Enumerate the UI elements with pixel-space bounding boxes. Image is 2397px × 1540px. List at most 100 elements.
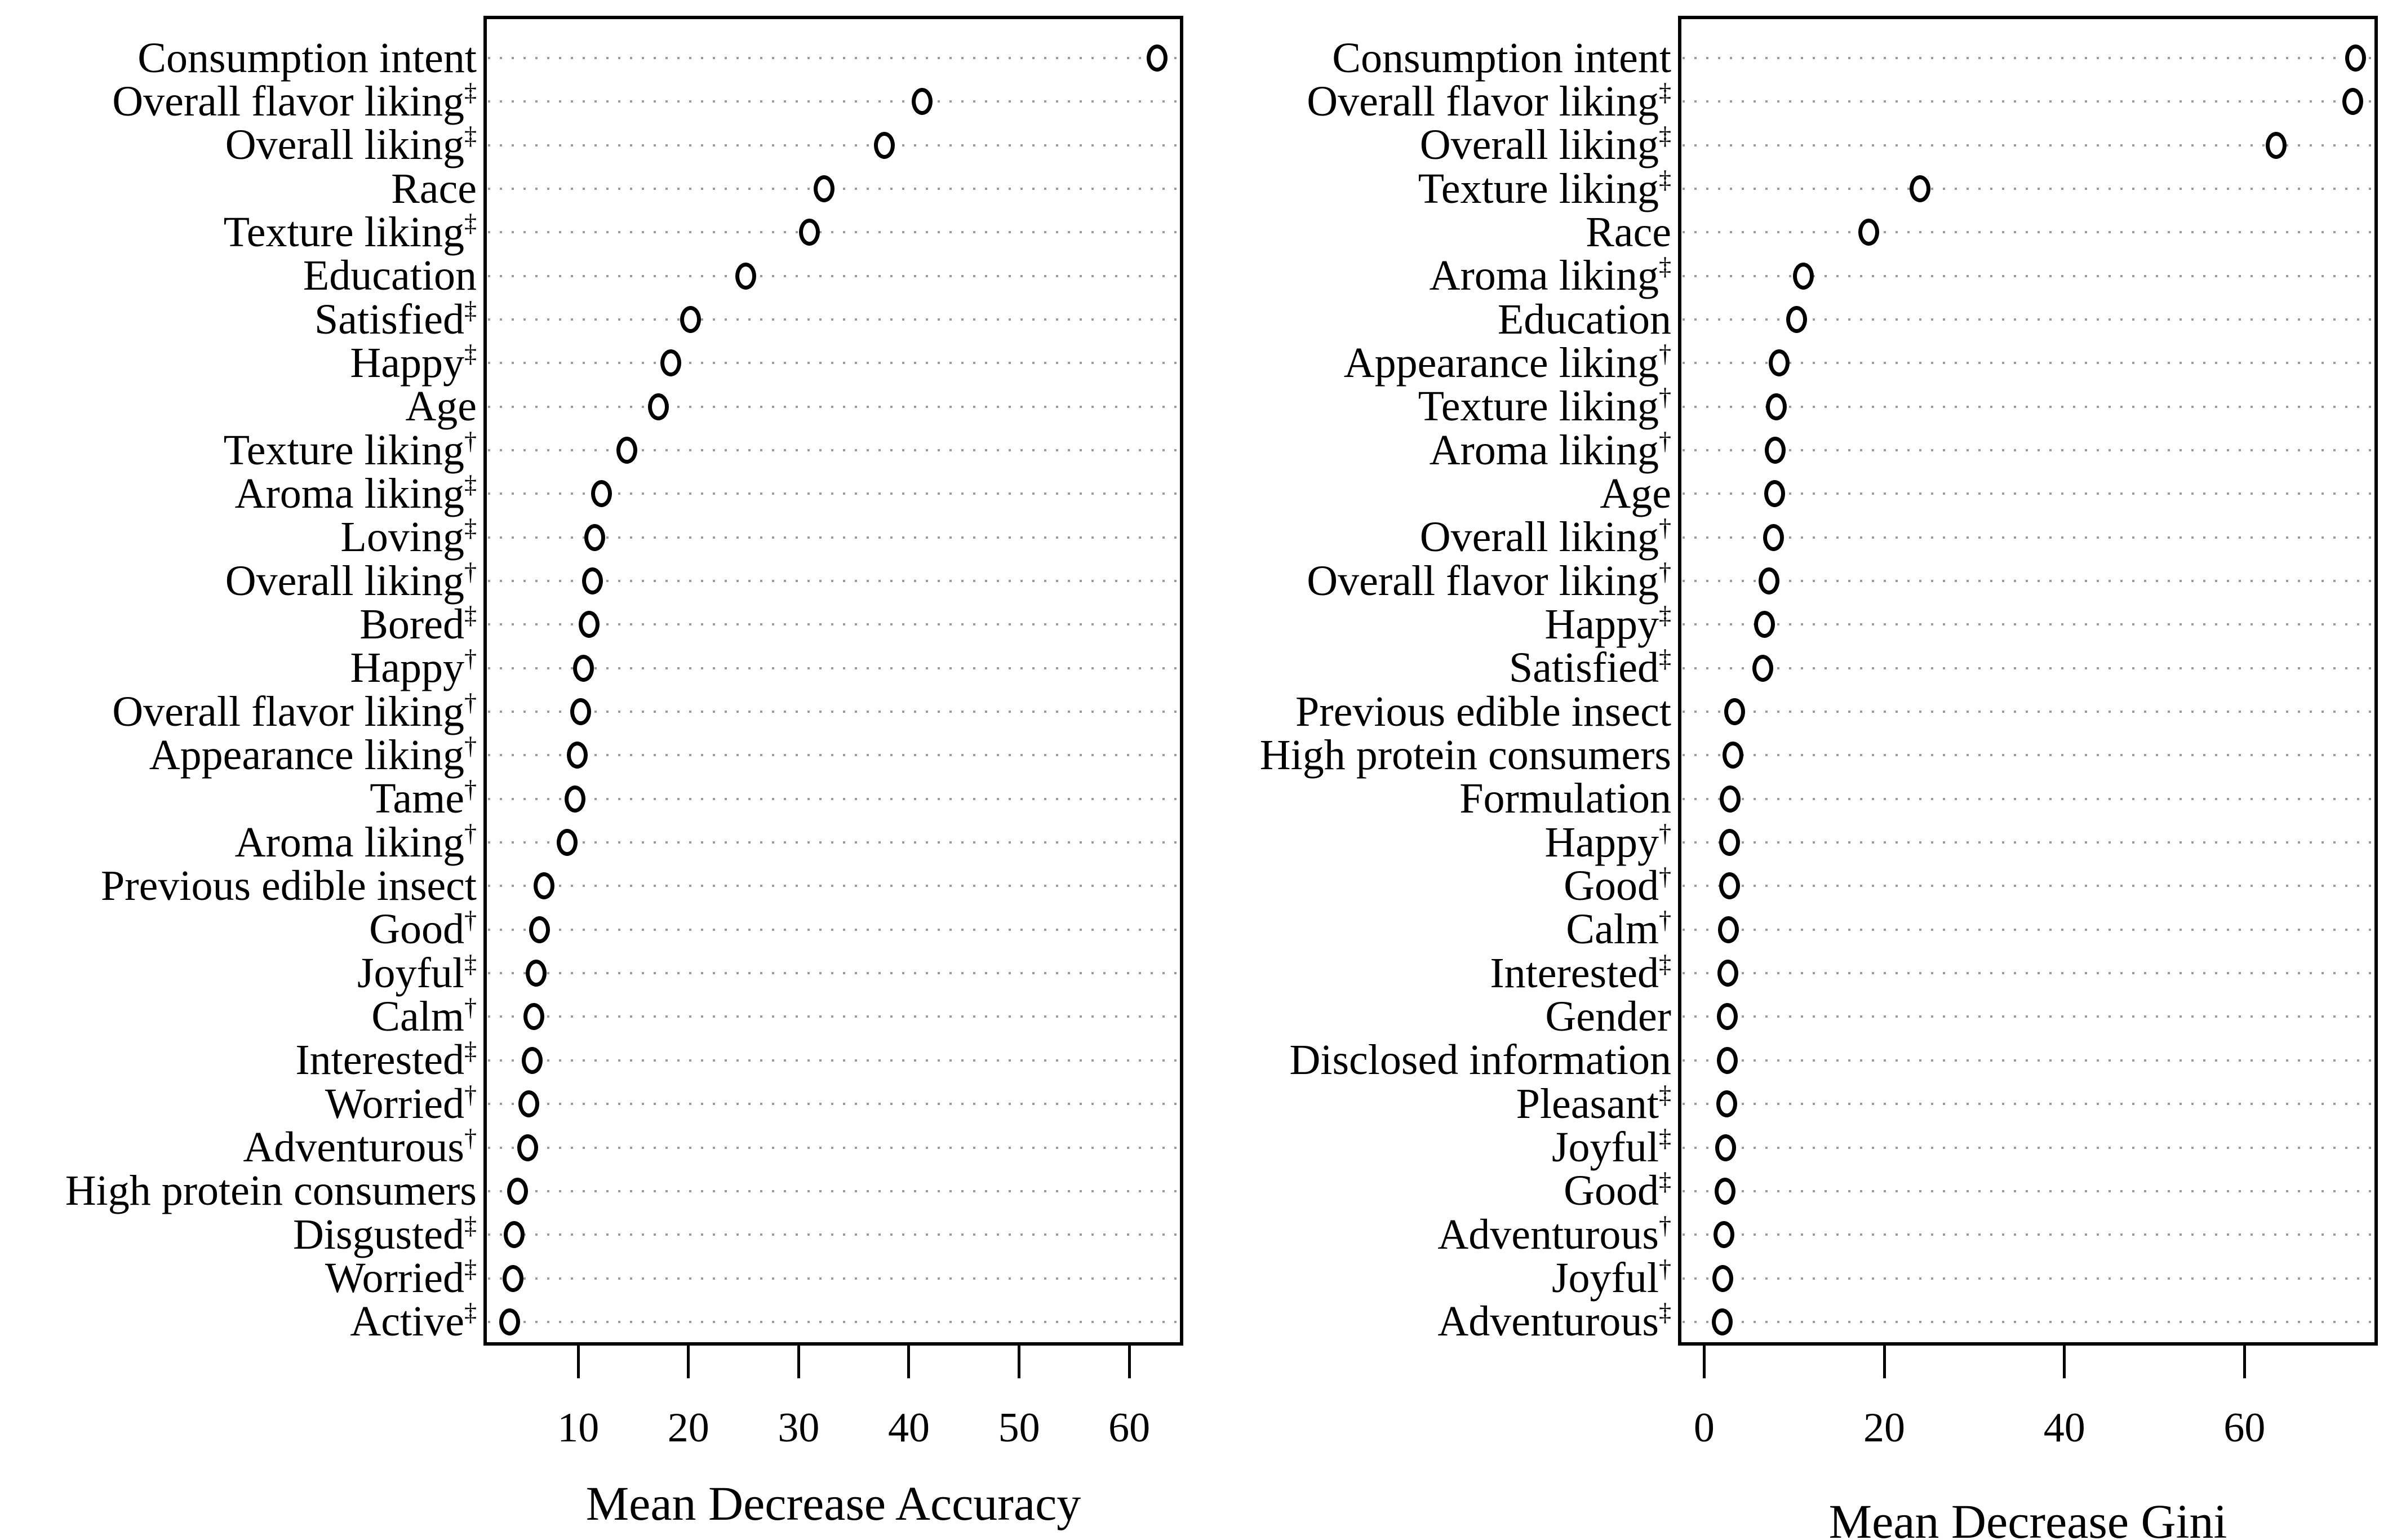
category-label-text: Satisfied‡ — [314, 295, 477, 343]
axis-tick-label: 50 — [998, 1405, 1040, 1451]
data-point — [660, 349, 681, 377]
category-label: Adventurous† — [1195, 1210, 1671, 1258]
category-label: Satisfied‡ — [1195, 644, 1671, 691]
data-point — [680, 306, 702, 334]
data-point — [2345, 45, 2366, 72]
data-point — [1764, 480, 1785, 508]
category-label-text: Previous edible insect — [1295, 687, 1671, 735]
gridline — [1683, 972, 2373, 975]
data-point — [499, 1308, 521, 1335]
category-label-text: Overall flavor liking† — [1307, 557, 1671, 605]
data-point — [1754, 611, 1775, 638]
data-point — [564, 785, 585, 813]
category-label-text: Worried† — [325, 1080, 477, 1128]
data-point — [557, 829, 578, 856]
category-label-text: Gender — [1545, 992, 1671, 1040]
data-point — [582, 567, 603, 595]
category-label-text: Aroma liking‡ — [234, 469, 477, 517]
category-label: Calm† — [6, 993, 477, 1040]
significance-marker: ‡ — [464, 296, 477, 325]
significance-marker: ‡ — [464, 78, 477, 106]
gridline — [1683, 667, 2373, 669]
gridline — [488, 274, 1179, 277]
significance-marker: ‡ — [1658, 1124, 1671, 1152]
gridline — [488, 144, 1179, 147]
category-label-text: Interested‡ — [295, 1036, 477, 1084]
significance-marker: † — [1658, 1255, 1671, 1283]
category-label: Previous edible insect — [1195, 687, 1671, 735]
category-label: Good† — [1195, 862, 1671, 909]
category-label-text: Loving‡ — [340, 513, 477, 561]
data-point — [1716, 1046, 1738, 1074]
category-label: Aroma liking† — [6, 819, 477, 866]
gridline — [1683, 362, 2373, 365]
significance-marker: † — [1658, 340, 1671, 368]
significance-marker: ‡ — [464, 601, 477, 629]
category-label: Gender — [1195, 992, 1671, 1040]
significance-marker: † — [464, 906, 477, 934]
gridline — [1683, 57, 2373, 59]
significance-marker: † — [1658, 863, 1671, 891]
category-label: Joyful‡ — [6, 949, 477, 997]
gridline — [1683, 405, 2373, 408]
gridline — [1683, 188, 2373, 190]
axis-tick-label: 40 — [887, 1405, 930, 1451]
significance-marker: ‡ — [464, 122, 477, 150]
gridline — [488, 1233, 1179, 1236]
category-label-text: Adventurous‡ — [1437, 1298, 1671, 1346]
category-label-text: Worried‡ — [325, 1254, 477, 1302]
gridline — [1683, 536, 2373, 539]
gridline — [488, 928, 1179, 931]
data-point — [1711, 1308, 1733, 1335]
axis-tick — [1702, 1346, 1706, 1378]
gridline — [488, 405, 1179, 408]
category-label-text: Disgusted‡ — [292, 1210, 477, 1258]
significance-marker: † — [464, 775, 477, 804]
category-label: Happy† — [1195, 819, 1671, 866]
gridline — [488, 57, 1179, 59]
data-point — [1763, 523, 1784, 551]
category-label: Disclosed information — [1195, 1036, 1671, 1084]
category-label: Joyful‡ — [1195, 1124, 1671, 1171]
data-point — [534, 872, 555, 900]
data-point — [1715, 1134, 1737, 1161]
data-point — [579, 611, 600, 638]
category-label: Active‡ — [6, 1298, 477, 1345]
gridline — [1683, 841, 2373, 844]
category-label: Joyful† — [1195, 1254, 1671, 1302]
significance-marker: ‡ — [464, 1037, 477, 1065]
gridline — [488, 492, 1179, 495]
significance-marker: † — [464, 1124, 477, 1152]
axis-tick-label: 20 — [667, 1405, 709, 1451]
significance-marker: ‡ — [464, 1299, 477, 1327]
gridline — [1683, 1233, 2373, 1236]
significance-marker: † — [464, 819, 477, 847]
category-label: Bored‡ — [6, 601, 477, 648]
category-label: Good† — [6, 906, 477, 953]
category-label: Aroma liking† — [1195, 427, 1671, 474]
data-point — [799, 219, 820, 246]
category-label-text: Consumption intent — [137, 34, 477, 82]
category-label: Pleasant‡ — [1195, 1080, 1671, 1128]
gridline — [488, 1059, 1179, 1062]
category-label: Overall flavor liking‡ — [1195, 78, 1671, 125]
significance-marker: ‡ — [464, 209, 477, 237]
data-point — [1719, 829, 1741, 856]
category-label: Interested‡ — [6, 1036, 477, 1084]
significance-marker: ‡ — [464, 471, 477, 499]
category-label: Education — [6, 252, 477, 299]
data-point — [813, 175, 834, 203]
significance-marker: † — [1658, 427, 1671, 455]
category-label: Worried‡ — [6, 1254, 477, 1302]
category-label: Happy† — [6, 644, 477, 691]
category-label-text: Adventurous† — [1437, 1210, 1671, 1258]
axis-tick-label: 40 — [2043, 1405, 2085, 1451]
gridline — [488, 1320, 1179, 1323]
category-label-text: Overall flavor liking‡ — [112, 77, 477, 125]
category-label: Overall liking† — [1195, 513, 1671, 561]
gridline — [1683, 1015, 2373, 1018]
category-label: Aroma liking‡ — [1195, 252, 1671, 299]
axis-tick — [576, 1346, 580, 1378]
data-point — [1714, 1221, 1735, 1249]
category-label: Texture liking‡ — [6, 208, 477, 256]
